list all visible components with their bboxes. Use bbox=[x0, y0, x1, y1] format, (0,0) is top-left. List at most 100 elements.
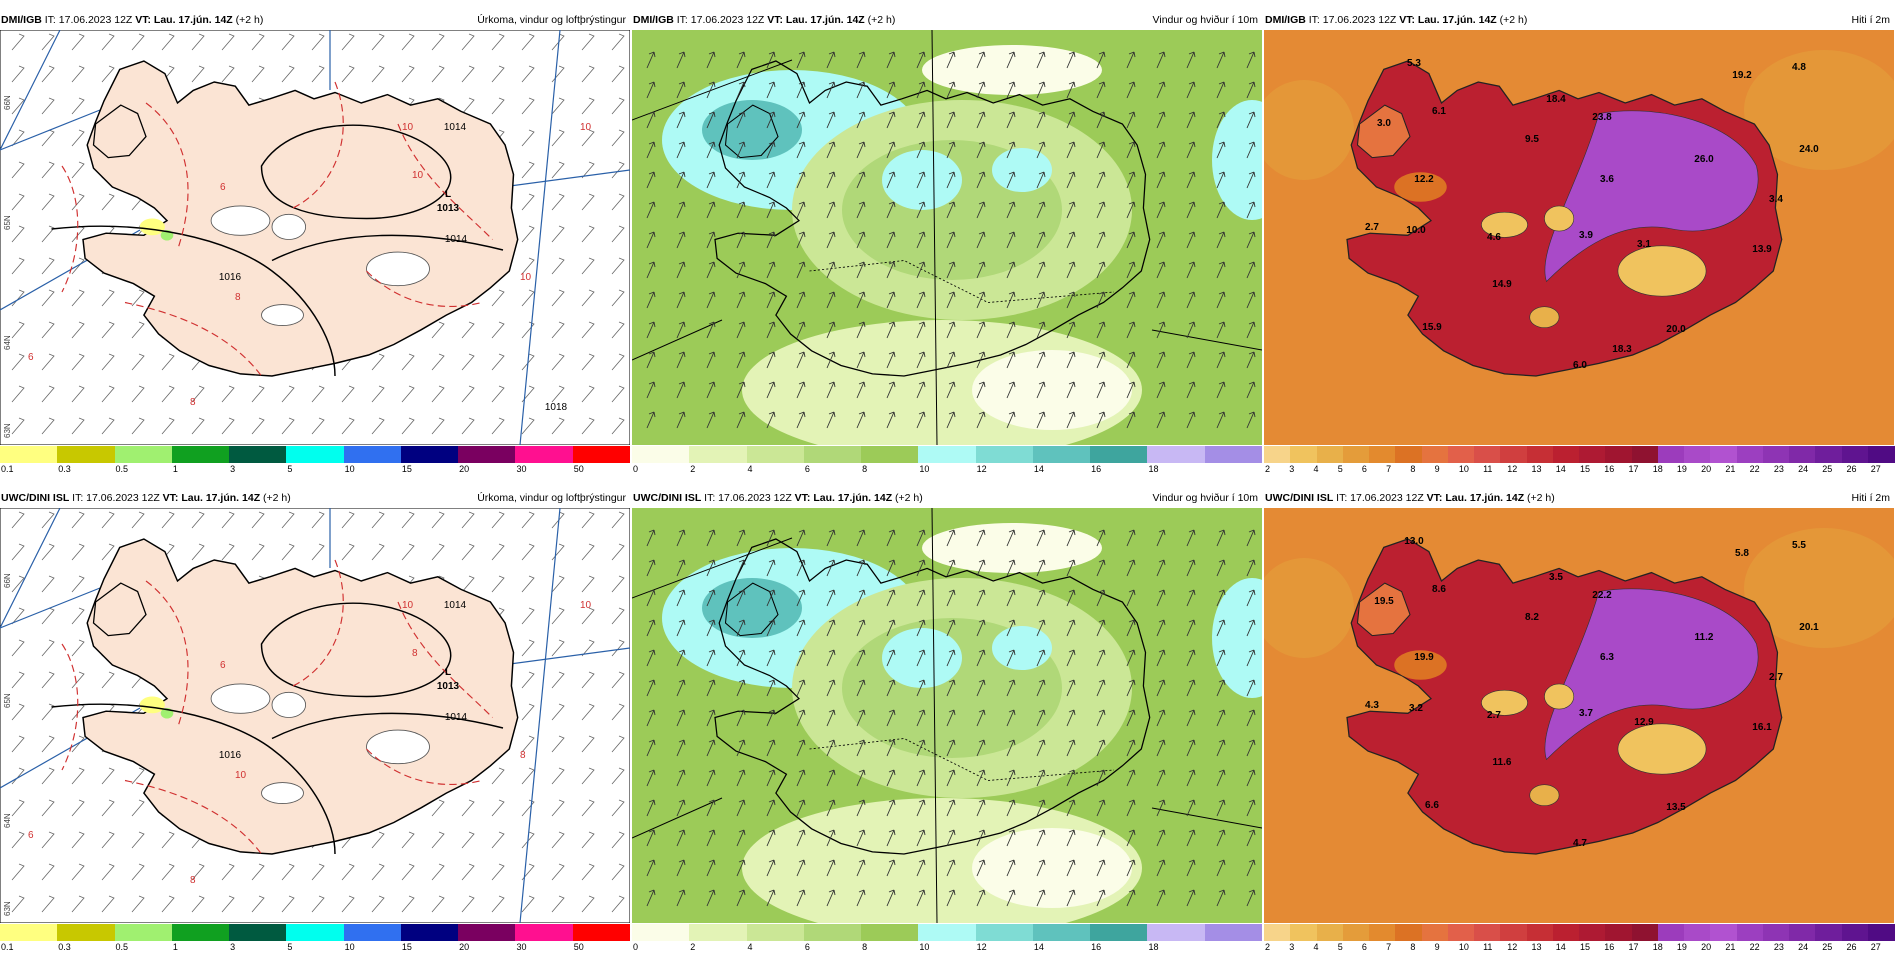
sea-temp-field bbox=[1744, 528, 1894, 648]
wind-arrow bbox=[886, 799, 896, 817]
wind-speed-fields bbox=[662, 45, 1262, 445]
wind-barb bbox=[191, 511, 205, 529]
wind-barb bbox=[311, 511, 325, 529]
wind-arrow bbox=[856, 171, 866, 189]
wind-arrow bbox=[1126, 111, 1136, 129]
wind-arrow bbox=[1126, 769, 1136, 787]
wind-arrow bbox=[886, 411, 896, 429]
wind-arrow bbox=[676, 321, 686, 339]
wind-barb bbox=[401, 65, 415, 83]
wind-barb bbox=[611, 385, 625, 403]
wind-arrow bbox=[1186, 859, 1196, 877]
precip-map[interactable]: L 1013 1014 1014 1016 1018 10 10 10 10 8 8 6 6 66N 65N 6… bbox=[0, 30, 630, 445]
wind-arrow bbox=[646, 799, 656, 817]
legend-swatch bbox=[861, 446, 919, 463]
temperature-value-label: 20.0 bbox=[1666, 324, 1686, 335]
wind-arrow bbox=[1156, 829, 1166, 847]
wind-arrow bbox=[736, 829, 746, 847]
wind-barb bbox=[551, 863, 565, 881]
wind-arrow bbox=[1156, 111, 1166, 129]
wind-barb bbox=[11, 321, 25, 339]
wind-arrow bbox=[886, 739, 896, 757]
temp-map[interactable]: 13.0 5.5 19.5 8.6 5.8 3.5 22.2 8.2 20.1 11.2 19.9 6… bbox=[1264, 508, 1894, 923]
wind-arrow bbox=[676, 799, 686, 817]
wind-arrow bbox=[676, 679, 686, 697]
wind-arrow bbox=[826, 291, 836, 309]
wind-arrow bbox=[1186, 171, 1196, 189]
wind-barb bbox=[71, 385, 85, 403]
wind-arrow bbox=[916, 859, 926, 877]
source-label: UWC/DINI ISL bbox=[633, 492, 702, 504]
wind-barb bbox=[101, 385, 115, 403]
wind-arrow bbox=[856, 559, 866, 577]
wind-arrow bbox=[1126, 351, 1136, 369]
wind-legend-bar bbox=[632, 924, 1263, 941]
temp-map[interactable]: 5.3 4.8 3.0 6.1 19.2 18.4 23.8 9.5 24.0 26.0 12.2 3… bbox=[1264, 30, 1894, 445]
legend-swatch bbox=[1032, 446, 1091, 463]
legend-tick-label: 21 bbox=[1725, 942, 1736, 952]
wind-arrow bbox=[1006, 769, 1016, 787]
wind-arrow bbox=[1186, 889, 1196, 907]
wind-arrow bbox=[646, 141, 656, 159]
glacier bbox=[210, 683, 271, 714]
wind-barb bbox=[221, 863, 235, 881]
wind-arrow bbox=[916, 619, 926, 637]
wind-arrow bbox=[646, 51, 656, 69]
wind-arrow bbox=[826, 171, 836, 189]
legend-swatch bbox=[286, 924, 345, 941]
wind-arrow bbox=[796, 171, 806, 189]
wind-barb bbox=[251, 385, 265, 403]
wind-barb bbox=[581, 863, 595, 881]
wind-barb bbox=[551, 161, 565, 179]
wind-barb bbox=[41, 639, 55, 657]
graticule-line bbox=[632, 319, 723, 361]
legend-swatch bbox=[1369, 446, 1396, 463]
legend-swatch bbox=[400, 446, 459, 463]
latitude-label: 65N bbox=[3, 693, 12, 708]
wind-arrow bbox=[1186, 799, 1196, 817]
wind-barb bbox=[581, 671, 595, 689]
wind-arrow bbox=[1036, 619, 1046, 637]
wind-arrow bbox=[796, 411, 806, 429]
wind-arrow bbox=[796, 559, 806, 577]
wind-barb bbox=[101, 543, 115, 561]
legend-tick-label: 8 bbox=[862, 464, 868, 474]
wind-arrow bbox=[646, 171, 656, 189]
legend-tick-label: 0.5 bbox=[115, 942, 129, 952]
wind-map[interactable] bbox=[632, 30, 1262, 445]
temperature-value-label: 22.2 bbox=[1592, 590, 1612, 601]
legend-swatch bbox=[1474, 924, 1501, 941]
wind-arrow bbox=[706, 291, 716, 309]
wind-arrow bbox=[1186, 51, 1196, 69]
wind-barb bbox=[101, 767, 115, 785]
precip-map[interactable]: L 1013 1014 1014 1016 8 8 10 10 10 8 6 6 66N 65N 64N 63N bbox=[0, 508, 630, 923]
wind-barb bbox=[371, 33, 385, 51]
wind-barb bbox=[251, 863, 265, 881]
wind-barb bbox=[401, 895, 415, 913]
wind-arrow bbox=[676, 739, 686, 757]
wind-arrow bbox=[916, 51, 926, 69]
legend-swatch bbox=[1316, 446, 1344, 463]
wind-arrow bbox=[916, 201, 926, 219]
precip-map-canvas: L 1013 1014 1014 1016 8 8 10 10 10 8 6 6 66N 65N 64N 63N bbox=[0, 508, 630, 923]
wind-barb bbox=[11, 607, 25, 625]
wind-barb bbox=[311, 33, 325, 51]
legend-tick-label: 6 bbox=[804, 464, 810, 474]
legend-swatch bbox=[975, 446, 1034, 463]
wind-barb bbox=[401, 33, 415, 51]
wind-barb bbox=[611, 831, 625, 849]
wind-map[interactable] bbox=[632, 508, 1262, 923]
wind-barb bbox=[221, 417, 235, 435]
wind-barb bbox=[521, 417, 535, 435]
legend-tick-label: 23 bbox=[1773, 464, 1784, 474]
wind-arrow bbox=[706, 381, 716, 399]
temperature-value-label: 4.7 bbox=[1573, 838, 1587, 849]
wind-arrow bbox=[1066, 291, 1076, 309]
graticule-line bbox=[0, 30, 61, 151]
wind-arrow bbox=[1006, 201, 1016, 219]
wind-barb bbox=[521, 639, 535, 657]
wind-arrow bbox=[676, 81, 686, 99]
temperature-contour-label: 6 bbox=[220, 182, 226, 193]
wind-arrow bbox=[1246, 201, 1256, 219]
wind-arrow bbox=[1126, 619, 1136, 637]
